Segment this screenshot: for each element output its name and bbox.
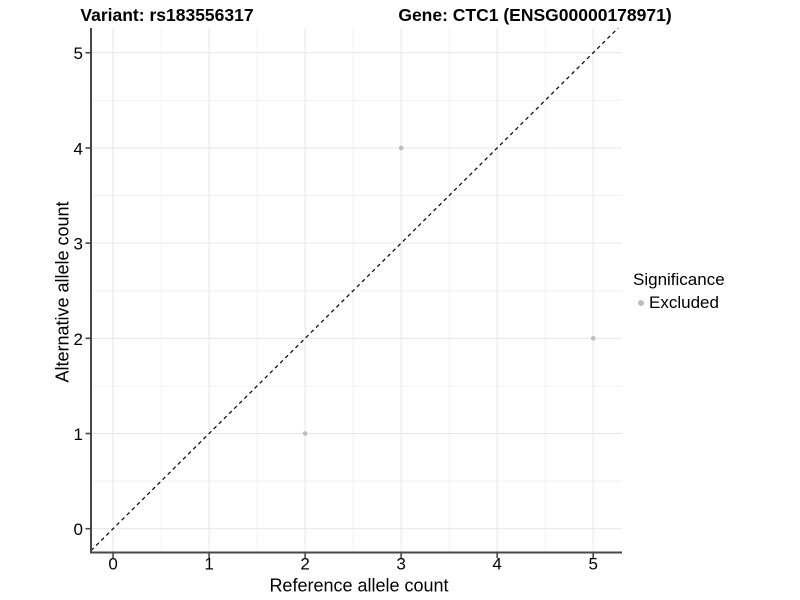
y-tick-label: 2 [74, 330, 83, 349]
x-tick-label: 2 [300, 555, 309, 574]
identity-reference-line [90, 27, 619, 552]
y-axis-label: Alternative allele count [52, 201, 73, 383]
y-tick-label: 1 [74, 425, 83, 444]
data-point [398, 145, 404, 151]
legend-item-label: Excluded [649, 293, 719, 312]
y-tick-label: 4 [74, 139, 83, 158]
legend-item-excluded: Excluded [633, 293, 725, 313]
x-tick-label: 1 [204, 555, 213, 574]
x-tick-label: 3 [396, 555, 405, 574]
data-point [302, 431, 308, 436]
y-tick-label: 3 [74, 235, 83, 254]
variant-title: Variant: rs183556317 [80, 5, 254, 25]
excluded-marker-icon [638, 300, 644, 306]
x-tick-label: 0 [108, 555, 117, 574]
y-tick-label: 5 [74, 44, 83, 63]
x-tick-label: 5 [588, 555, 597, 574]
x-tick-label: 4 [492, 555, 501, 574]
gene-title: Gene: CTC1 (ENSG00000178971) [398, 5, 672, 25]
data-point [590, 336, 596, 341]
legend: Significance Excluded [633, 270, 725, 313]
y-tick-label: 0 [74, 520, 83, 539]
legend-title: Significance [633, 270, 725, 289]
x-axis-label: Reference allele count [269, 575, 449, 596]
